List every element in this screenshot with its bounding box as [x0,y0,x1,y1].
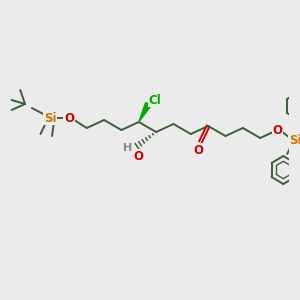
Text: Si: Si [44,112,56,124]
Text: O: O [272,124,283,136]
Text: H: H [123,143,132,153]
Text: Si: Si [289,134,300,146]
Polygon shape [139,102,151,122]
Text: O: O [194,143,203,157]
Text: O: O [134,149,144,163]
Text: Cl: Cl [149,94,161,106]
Text: O: O [64,112,74,124]
